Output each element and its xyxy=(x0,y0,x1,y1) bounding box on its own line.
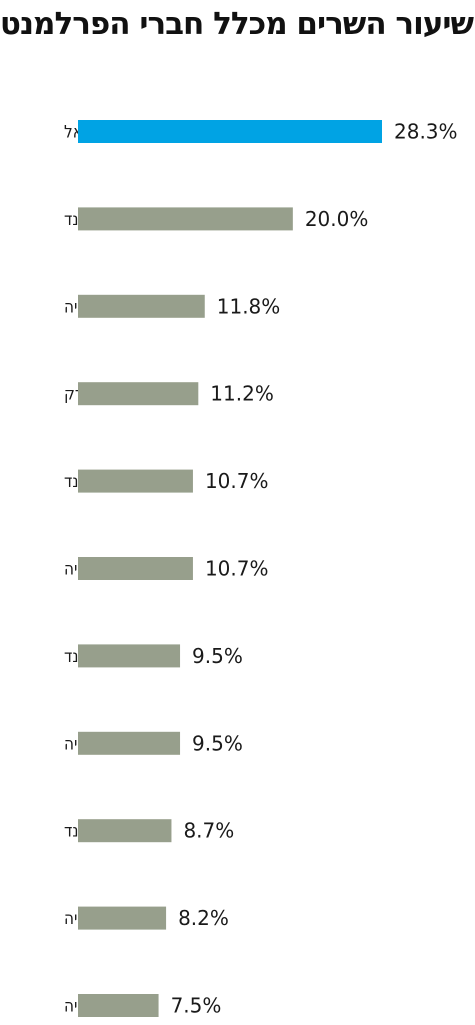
bar-row: הולנד10.7% xyxy=(64,469,268,493)
value-label: 9.5% xyxy=(192,644,243,668)
bar-row: אירלנד9.5% xyxy=(64,644,243,668)
value-label: 8.2% xyxy=(178,906,229,930)
bar xyxy=(78,557,193,580)
value-label: 10.7% xyxy=(205,557,269,581)
bar xyxy=(78,294,205,318)
chart-title: שיעור השרים מכלל חברי הפרלמנט xyxy=(0,6,474,42)
bar xyxy=(78,382,199,406)
bar-row: שוודיה9.5% xyxy=(64,731,243,755)
bar-row: ישראל28.3% xyxy=(64,120,458,144)
bar xyxy=(78,644,181,668)
bar xyxy=(78,819,172,843)
value-label: 20.0% xyxy=(305,207,369,231)
value-label: 7.5% xyxy=(171,994,222,1018)
value-label: 8.7% xyxy=(183,819,234,843)
bar-highlighted xyxy=(78,120,382,143)
bar xyxy=(78,994,159,1017)
bar xyxy=(78,731,181,755)
bar-row: נורבגיה11.8% xyxy=(64,294,280,318)
value-label: 9.5% xyxy=(192,731,243,755)
bar xyxy=(78,906,167,930)
bar xyxy=(78,469,193,493)
value-label: 10.7% xyxy=(205,469,269,493)
bar-row: פינלנד8.7% xyxy=(64,819,234,843)
value-label: 11.8% xyxy=(217,294,281,318)
bar-row: צ'כיה7.5% xyxy=(64,994,221,1018)
bar xyxy=(78,207,293,231)
value-label: 11.2% xyxy=(210,382,274,406)
bar-row: דנמרק11.2% xyxy=(64,382,274,406)
bar-row: ניו זילנד20.0% xyxy=(64,207,368,231)
value-label: 28.3% xyxy=(394,120,458,144)
bar-row: סלובקיה10.7% xyxy=(64,557,268,581)
bar-row: אוסטריה8.2% xyxy=(64,906,229,930)
